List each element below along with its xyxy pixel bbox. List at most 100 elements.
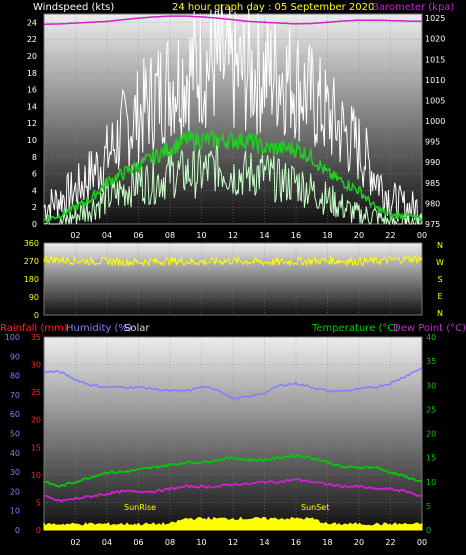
direction-y-tick-label: 270 [24,257,39,266]
wind-average-line [43,130,423,224]
direction-y-tick-label: 90 [29,293,39,302]
wind-y-tick-label: 24 [27,18,37,27]
wind-y-tick-label: 20 [27,52,37,61]
rain-tick-label: 25 [31,388,41,397]
wind-x-tick-label: 22 [385,231,395,240]
wind-x-tick-label: 08 [165,231,175,240]
temperature-tick-label: 25 [426,405,436,414]
windspeed-axis-label: Windspeed (kts) [33,2,114,13]
solar-axis-label: Solar [124,323,150,334]
temp-x-tick-label: 10 [196,538,206,547]
barometer-tick-label: 1010 [425,76,445,85]
temperature-tick-label: 10 [426,478,436,487]
wind-direction-line [43,255,423,267]
humidity-tick-label: 50 [10,430,20,439]
humidity-tick-label: 60 [10,410,20,419]
barometer-tick-label: 1005 [425,96,445,105]
barometer-tick-label: 990 [425,158,440,167]
temp-x-tick-label: 02 [70,538,80,547]
barometer-tick-label: 1015 [425,55,445,64]
wind-x-tick-label: 18 [322,231,332,240]
barometer-line [43,15,423,26]
wind-y-tick-label: 8 [32,153,37,162]
temp-x-tick-label: 18 [322,538,332,547]
rain-tick-label: 5 [36,498,41,507]
temp-x-tick-label: 20 [354,538,364,547]
temperature-tick-label: 5 [426,502,431,511]
wind-y-tick-label: 0 [32,220,37,229]
temperature-tick-label: 35 [426,357,436,366]
temp-x-tick-label: 00 [417,538,427,547]
humidity-tick-label: 80 [10,372,20,381]
temperature-tick-label: 0 [426,526,431,535]
barometer-tick-label: 1020 [425,35,445,44]
wind-x-tick-label: 12 [228,231,238,240]
wind-y-tick-label: 6 [32,170,37,179]
direction-y-tick-label: 0 [34,311,39,320]
wind-y-tick-label: 10 [27,136,37,145]
compass-label: S [437,275,442,284]
temp-x-tick-label: 22 [385,538,395,547]
rain-tick-label: 15 [31,443,41,452]
wind-y-tick-label: 12 [27,119,37,128]
wind-y-tick-label: 4 [32,186,37,195]
dewpoint-line [43,477,423,503]
humidity-tick-label: 10 [10,507,20,516]
rain-tick-label: 35 [31,333,41,342]
humidity-tick-label: 40 [10,449,20,458]
temperature-tick-label: 20 [426,430,436,439]
rain-tick-label: 20 [31,416,41,425]
humidity-tick-label: 70 [10,391,20,400]
wind-y-tick-label: 2 [32,203,37,212]
wind-y-tick-label: 14 [27,102,37,111]
wind-x-tick-label: 02 [70,231,80,240]
temp-x-tick-label: 06 [133,538,143,547]
barometer-tick-label: 1025 [425,14,445,23]
temp-x-tick-label: 08 [165,538,175,547]
wind-x-tick-label: 04 [102,231,112,240]
chart-title: 24 hour graph day : 05 September 2020 [172,2,374,13]
humidity-tick-label: 0 [15,526,20,535]
rain-tick-label: 30 [31,361,41,370]
rainfall-axis-label: Rainfall (mm) [0,323,68,334]
temp-x-tick-label: 04 [102,538,112,547]
temp-x-tick-label: 16 [291,538,301,547]
temp-x-tick-label: 12 [228,538,238,547]
temperature-tick-label: 15 [426,454,436,463]
temperature-line [43,453,423,488]
rain-tick-label: 10 [31,471,41,480]
compass-label: N [437,309,443,318]
temperature-tick-label: 40 [426,333,436,342]
wind-x-tick-label: 10 [196,231,206,240]
compass-label: N [437,241,443,250]
wind-x-tick-label: 06 [133,231,143,240]
wind-y-tick-label: 16 [27,86,37,95]
wind-x-tick-label: 00 [417,231,427,240]
solar-area [43,516,423,531]
wind-x-tick-label: 16 [291,231,301,240]
compass-label: W [436,258,444,267]
barometer-tick-label: 995 [425,138,440,147]
wind-x-tick-label: 14 [259,231,269,240]
humidity-line [43,366,423,401]
sunrise-label: SunRise [124,503,156,512]
wind-gust-line [43,4,423,225]
wind-x-tick-label: 20 [354,231,364,240]
humidity-tick-label: 90 [10,352,20,361]
sunset-label: SunSet [301,503,329,512]
barometer-tick-label: 985 [425,179,440,188]
temp-x-tick-label: 14 [259,538,269,547]
dewpoint-axis-label: Dew Point (°C) [393,323,466,334]
barometer-axis-label: Barometer (kpa) [372,2,454,13]
temperature-tick-label: 30 [426,381,436,390]
humidity-tick-label: 30 [10,468,20,477]
wind-y-tick-label: 22 [27,35,37,44]
humidity-tick-label: 20 [10,487,20,496]
barometer-tick-label: 1000 [425,117,445,126]
direction-y-tick-label: 360 [24,239,39,248]
wind-y-tick-label: 18 [27,69,37,78]
rain-tick-label: 0 [36,526,41,535]
direction-y-tick-label: 180 [24,275,39,284]
